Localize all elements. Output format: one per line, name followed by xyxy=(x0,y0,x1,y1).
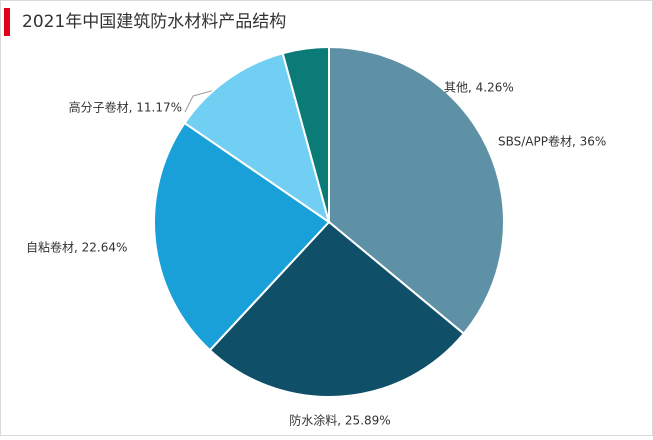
pie-slice xyxy=(208,220,466,398)
title-bar xyxy=(4,8,10,36)
pie-slice xyxy=(328,45,505,336)
slice-label: 其他, 4.26% xyxy=(444,81,514,95)
slice-label: 自粘卷材, 22.64% xyxy=(26,240,127,255)
pie-slice xyxy=(183,52,331,225)
slice-label: 防水涂料, 25.89% xyxy=(289,413,390,428)
pie-slice xyxy=(281,45,330,223)
slice-label: SBS/APP卷材, 36% xyxy=(498,134,606,149)
chart-title: 2021年中国建筑防水材料产品结构 xyxy=(22,12,286,32)
pie-slice xyxy=(153,121,331,352)
slice-label: 高分子卷材, 11.17% xyxy=(69,100,182,115)
